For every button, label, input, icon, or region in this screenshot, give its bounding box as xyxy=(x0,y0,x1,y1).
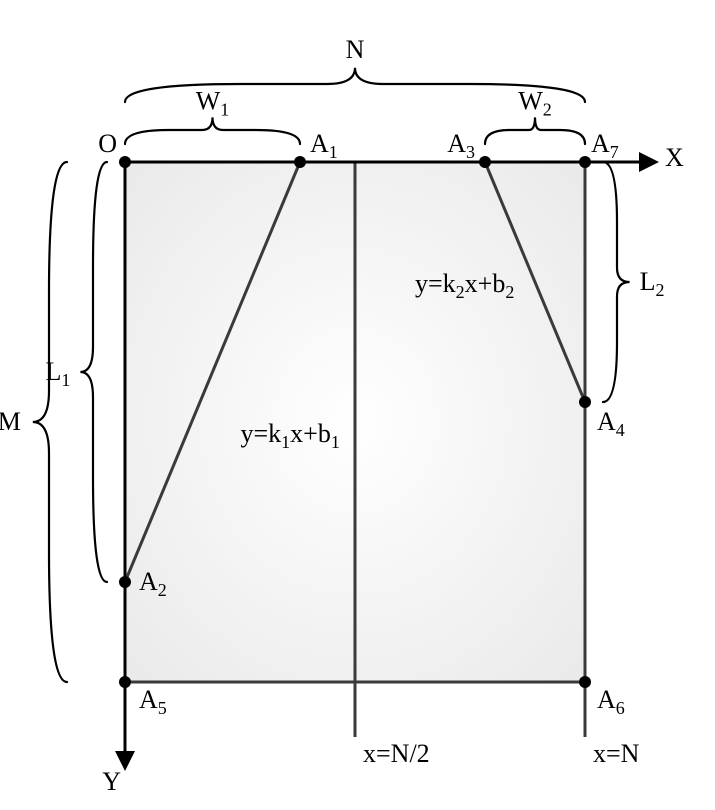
label-A4: A4 xyxy=(597,407,625,440)
label-M: M xyxy=(0,407,21,436)
label-xN: x=N xyxy=(593,739,640,768)
point-O xyxy=(119,156,131,168)
point-A5 xyxy=(119,676,131,688)
label-eq1: y=k1x+b1 xyxy=(241,419,340,452)
point-A2 xyxy=(119,576,131,588)
label-A3: A3 xyxy=(447,129,475,162)
label-X: X xyxy=(665,143,684,172)
label-N: N xyxy=(346,35,365,64)
label-A1: A1 xyxy=(310,129,338,162)
label-xN2: x=N/2 xyxy=(363,739,430,768)
label-L2: L2 xyxy=(640,267,665,300)
label-A5: A5 xyxy=(139,685,167,718)
point-A1 xyxy=(294,156,306,168)
brace-L2 xyxy=(603,162,630,402)
brace-M xyxy=(33,162,67,682)
brace-W1 xyxy=(125,117,300,144)
brace-W2 xyxy=(485,117,585,144)
label-eq2: y=k2x+b2 xyxy=(415,269,514,302)
point-A6 xyxy=(579,676,591,688)
label-O: O xyxy=(98,129,117,158)
label-W2: W2 xyxy=(518,86,552,119)
label-Y: Y xyxy=(102,767,121,796)
brace-N xyxy=(125,68,585,102)
point-A3 xyxy=(479,156,491,168)
point-A7 xyxy=(579,156,591,168)
label-W1: W1 xyxy=(196,86,230,119)
label-A6: A6 xyxy=(597,685,625,718)
label-A7: A7 xyxy=(591,129,619,162)
point-A4 xyxy=(579,396,591,408)
brace-L1 xyxy=(80,162,107,582)
label-L1: L1 xyxy=(46,357,71,390)
